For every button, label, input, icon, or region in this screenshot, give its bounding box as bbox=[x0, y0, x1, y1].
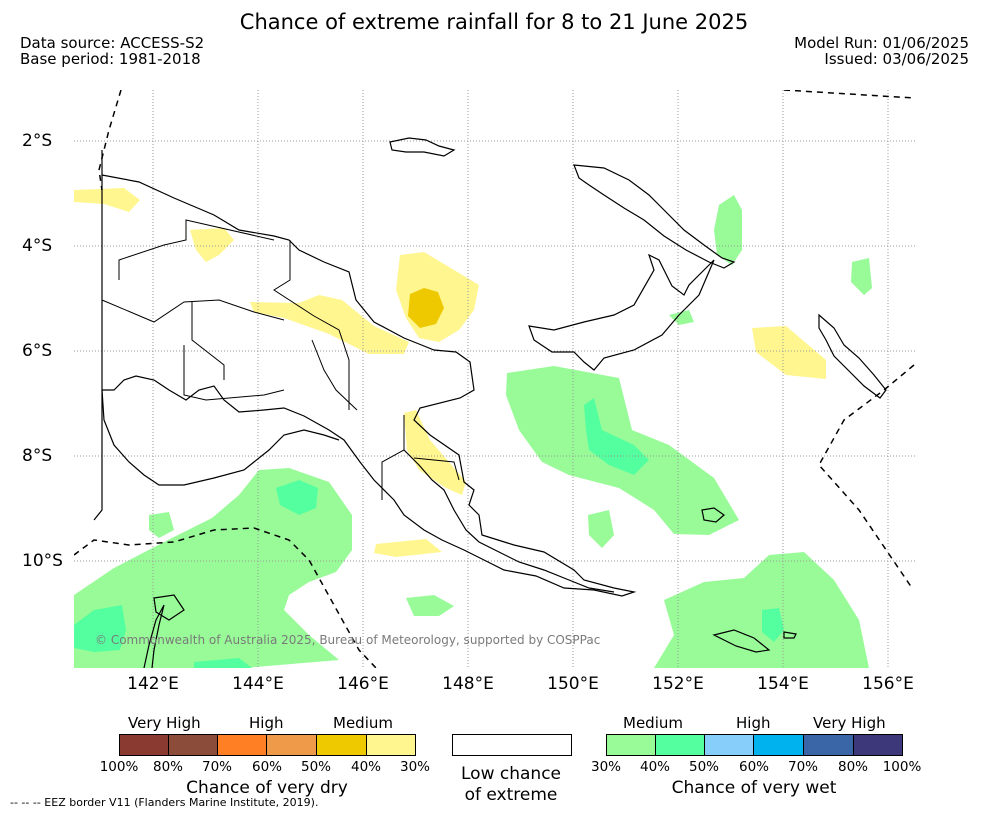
legend-wet-caption: Chance of very wet bbox=[671, 778, 837, 798]
legend-wet-swatch-50-60 bbox=[704, 734, 754, 756]
legend-dry-medium: Medium bbox=[333, 714, 393, 732]
wet-area-solomon-core bbox=[762, 608, 784, 642]
legend-dry-caption: Chance of very dry bbox=[186, 778, 348, 798]
legend-dry-swatch-40-30 bbox=[366, 734, 416, 756]
legend-wet-swatch-80-100 bbox=[853, 734, 903, 756]
legend-low-chance-line2: of extreme bbox=[464, 785, 558, 805]
dry-area-west-coast bbox=[74, 188, 140, 212]
lat-label-8s: 8°S bbox=[22, 446, 53, 466]
legend-dry-tick: 40% bbox=[350, 759, 381, 775]
trobriand-island bbox=[701, 507, 725, 523]
legend-wet-tick: 50% bbox=[688, 759, 719, 775]
legend-wet-high: High bbox=[736, 714, 771, 732]
issued-label: Issued: 03/06/2025 bbox=[824, 50, 969, 68]
lon-label-156e: 156°E bbox=[862, 674, 914, 694]
cape-york-coast bbox=[143, 604, 165, 668]
data-source-label: Data source: ACCESS-S2 bbox=[20, 34, 205, 52]
wet-area-gulf-papua bbox=[74, 468, 352, 668]
wet-area-solomon-sea bbox=[654, 552, 869, 668]
gridlines bbox=[74, 90, 916, 668]
rainfall-map bbox=[74, 90, 916, 668]
wet-probability-areas bbox=[74, 195, 872, 668]
legend-dry-tick: 60% bbox=[251, 759, 282, 775]
new-britain-coast bbox=[528, 253, 715, 371]
legend-dry-tick: 30% bbox=[399, 759, 430, 775]
wet-area-new-britain bbox=[669, 310, 694, 325]
wet-area-d-entrecasteaux bbox=[588, 510, 614, 548]
lat-label-4s: 4°S bbox=[22, 236, 53, 256]
legend-dry-swatch-80-70 bbox=[168, 734, 218, 756]
lon-label-152e: 152°E bbox=[652, 674, 704, 694]
lon-label-146e: 146°E bbox=[337, 674, 389, 694]
legend-dry-swatch-100-80 bbox=[119, 734, 169, 756]
map-title: Chance of extreme rainfall for 8 to 21 J… bbox=[239, 10, 749, 34]
wet-area-new-ireland bbox=[714, 195, 742, 265]
legend-wet-swatch-70-80 bbox=[803, 734, 854, 756]
dry-area-new-britain-east bbox=[752, 326, 826, 379]
copyright-note: © Commonwealth of Australia 2025, Bureau… bbox=[95, 633, 601, 647]
new-guinea-coast bbox=[93, 150, 637, 597]
bougainville-coast bbox=[818, 313, 887, 399]
dry-area-milne-bay bbox=[374, 539, 442, 557]
legend-wet-tick: 100% bbox=[882, 759, 922, 775]
model-run-label: Model Run: 01/06/2025 bbox=[794, 34, 969, 52]
wet-area-south-west-strip bbox=[194, 658, 252, 668]
legend-low-chance-line1: Low chance bbox=[461, 764, 561, 784]
papuan-peninsula bbox=[403, 449, 615, 593]
lon-label-154e: 154°E bbox=[757, 674, 809, 694]
lat-label-2s: 2°S bbox=[22, 131, 53, 151]
legend-dry-swatch-70-60 bbox=[217, 734, 267, 756]
lon-label-142e: 142°E bbox=[127, 674, 179, 694]
legend-wet-tick: 70% bbox=[787, 759, 818, 775]
legend-wet-medium: Medium bbox=[623, 714, 683, 732]
dry-area-highlands-west bbox=[190, 228, 234, 262]
gulf-coast bbox=[101, 389, 340, 486]
dry-area-huon-core bbox=[408, 288, 444, 328]
legend-dry-swatch-50-40 bbox=[316, 734, 367, 756]
new-ireland-coast bbox=[573, 164, 736, 269]
wet-area-east bbox=[851, 258, 872, 295]
legend-dry-tick: 100% bbox=[99, 759, 139, 775]
legend-wet-very-high: Very High bbox=[813, 714, 886, 732]
coastlines bbox=[93, 137, 887, 668]
legend-low-chance-swatch bbox=[452, 734, 572, 756]
eez-borders bbox=[74, 90, 915, 668]
legend-wet-swatch-60-70 bbox=[753, 734, 804, 756]
lat-label-10s: 10°S bbox=[22, 551, 63, 571]
lon-label-150e: 150°E bbox=[547, 674, 599, 694]
lon-label-144e: 144°E bbox=[232, 674, 284, 694]
dry-area-markham bbox=[404, 410, 466, 495]
wet-area-gulf-papua-core-west bbox=[74, 605, 126, 652]
legend-dry-tick: 70% bbox=[201, 759, 232, 775]
legend-dry-swatch-60-50 bbox=[266, 734, 317, 756]
torres-strait-coast bbox=[153, 594, 185, 621]
lat-label-6s: 6°S bbox=[22, 341, 53, 361]
lon-label-148e: 148°E bbox=[442, 674, 494, 694]
legend-dry-high: High bbox=[249, 714, 284, 732]
wet-area-torres bbox=[149, 512, 174, 538]
legend-dry-tick: 50% bbox=[300, 759, 331, 775]
legend-wet-tick: 40% bbox=[639, 759, 670, 775]
manus-coast bbox=[389, 137, 456, 157]
legend-wet-swatch-40-50 bbox=[655, 734, 705, 756]
wet-area-south-small bbox=[406, 595, 454, 616]
legend-dry-very-high: Very High bbox=[128, 714, 201, 732]
legend-wet-tick: 60% bbox=[738, 759, 769, 775]
eez-border-note: -- -- -- EEZ border V11 (Flanders Marine… bbox=[10, 796, 319, 809]
solomon-islands bbox=[712, 629, 797, 653]
base-period-label: Base period: 1981-2018 bbox=[20, 50, 201, 68]
legend-dry-tick: 80% bbox=[152, 759, 183, 775]
legend-wet-tick: 30% bbox=[590, 759, 621, 775]
province-borders bbox=[101, 219, 460, 500]
wet-area-gulf-papua-core-east bbox=[276, 480, 318, 515]
legend-wet-swatch-30-40 bbox=[606, 734, 656, 756]
legend-wet-tick: 80% bbox=[837, 759, 868, 775]
